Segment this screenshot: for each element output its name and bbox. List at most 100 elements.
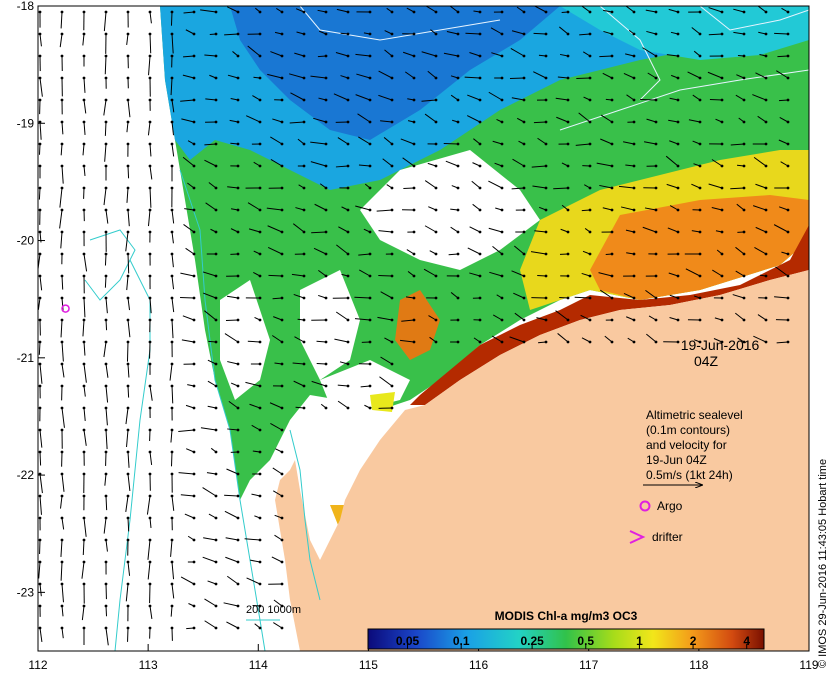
velocity-arrow-origin xyxy=(324,318,328,322)
cloud-gap xyxy=(360,150,540,270)
velocity-arrow-origin xyxy=(214,10,218,14)
velocity-arrow-origin xyxy=(280,318,284,322)
velocity-arrow xyxy=(666,54,679,57)
velocity-arrow xyxy=(126,341,129,362)
colorbar-tick-label: 0.5 xyxy=(577,634,594,648)
velocity-arrow xyxy=(757,115,767,123)
velocity-arrow-origin xyxy=(280,340,284,344)
velocity-arrow xyxy=(246,577,261,585)
velocity-arrow-origin xyxy=(38,142,42,146)
velocity-arrow-origin xyxy=(676,98,680,102)
velocity-arrow-origin xyxy=(368,252,372,256)
velocity-arrow xyxy=(171,385,174,404)
velocity-arrow xyxy=(170,539,173,557)
velocity-arrow xyxy=(184,513,195,519)
velocity-arrow-origin xyxy=(764,186,768,190)
velocity-arrow xyxy=(626,94,635,101)
velocity-arrow-origin xyxy=(698,208,702,212)
velocity-arrow xyxy=(170,11,173,26)
velocity-arrow-origin xyxy=(632,230,636,234)
velocity-arrow-origin xyxy=(236,450,240,454)
velocity-arrow-origin xyxy=(346,164,350,168)
velocity-arrow xyxy=(178,429,195,433)
velocity-arrow-origin xyxy=(104,142,108,146)
velocity-arrow-origin xyxy=(38,76,42,80)
velocity-arrow xyxy=(103,11,107,32)
velocity-arrow xyxy=(623,292,635,299)
velocity-arrow-origin xyxy=(786,318,790,322)
velocity-arrow-origin xyxy=(324,98,328,102)
velocity-arrow-origin xyxy=(412,208,416,212)
velocity-arrow-origin xyxy=(786,76,790,80)
velocity-arrow-origin xyxy=(82,230,86,234)
velocity-arrow-origin xyxy=(566,10,570,14)
velocity-arrow-origin xyxy=(60,318,64,322)
velocity-arrow xyxy=(149,605,153,620)
velocity-arrow-origin xyxy=(214,626,218,630)
velocity-arrow-origin xyxy=(346,76,350,80)
velocity-arrow-origin xyxy=(764,54,768,58)
velocity-arrow xyxy=(733,8,745,13)
velocity-arrow-origin xyxy=(60,32,64,36)
velocity-arrow-origin xyxy=(588,76,592,80)
velocity-arrow-origin xyxy=(368,296,372,300)
velocity-arrow-origin xyxy=(698,186,702,190)
velocity-arrow-origin xyxy=(214,32,218,36)
velocity-arrow xyxy=(687,71,701,79)
velocity-arrow-origin xyxy=(522,120,526,124)
velocity-arrow xyxy=(579,33,591,36)
velocity-arrow-origin xyxy=(126,450,130,454)
velocity-arrow-origin xyxy=(280,54,284,58)
velocity-arrow xyxy=(245,115,261,123)
velocity-arrow-origin xyxy=(236,538,240,542)
velocity-arrow-origin xyxy=(346,54,350,58)
velocity-arrow-origin xyxy=(126,10,130,14)
velocity-arrow-origin xyxy=(786,208,790,212)
velocity-arrow-origin xyxy=(764,120,768,124)
velocity-arrow-origin xyxy=(346,296,350,300)
velocity-arrow-origin xyxy=(456,98,460,102)
velocity-arrow-origin xyxy=(192,120,196,124)
velocity-arrow-origin xyxy=(82,362,86,366)
velocity-arrow xyxy=(596,162,613,167)
velocity-arrow xyxy=(404,71,415,79)
x-tick-label: 116 xyxy=(469,658,488,672)
velocity-arrow xyxy=(730,143,745,146)
velocity-arrow xyxy=(295,207,305,211)
velocity-arrow xyxy=(244,538,261,541)
velocity-arrow xyxy=(316,362,327,365)
velocity-arrow xyxy=(625,6,635,13)
velocity-arrow-origin xyxy=(148,120,152,124)
velocity-arrow-origin xyxy=(676,208,680,212)
velocity-arrow-origin xyxy=(148,274,152,278)
velocity-arrow-origin xyxy=(500,32,504,36)
velocity-arrow-origin xyxy=(720,318,724,322)
velocity-arrow xyxy=(227,428,239,431)
colorbar-tick-label: 0.05 xyxy=(396,634,420,648)
velocity-arrow-origin xyxy=(214,582,218,586)
velocity-arrow xyxy=(292,223,305,233)
velocity-arrow xyxy=(127,253,130,274)
velocity-arrow-origin xyxy=(698,318,702,322)
velocity-arrow xyxy=(406,249,415,255)
velocity-arrow-origin xyxy=(786,186,790,190)
velocity-arrow-origin xyxy=(544,208,548,212)
velocity-arrow xyxy=(203,292,217,299)
velocity-arrow-origin xyxy=(434,230,438,234)
velocity-arrow-origin xyxy=(170,428,174,432)
velocity-arrow-origin xyxy=(544,230,548,234)
velocity-arrow xyxy=(185,29,195,35)
velocity-arrow xyxy=(557,333,569,343)
velocity-arrow-origin xyxy=(566,76,570,80)
velocity-arrow-origin xyxy=(742,32,746,36)
velocity-arrow-origin xyxy=(456,76,460,80)
velocity-arrow-origin xyxy=(170,472,174,476)
velocity-arrow-origin xyxy=(170,494,174,498)
cloud-gap-2 xyxy=(300,270,360,380)
velocity-arrow xyxy=(273,599,283,607)
velocity-arrow-origin xyxy=(434,164,438,168)
velocity-arrow xyxy=(149,451,153,466)
velocity-arrow-origin xyxy=(676,318,680,322)
velocity-arrow-origin xyxy=(60,76,64,80)
velocity-arrow-origin xyxy=(82,296,86,300)
